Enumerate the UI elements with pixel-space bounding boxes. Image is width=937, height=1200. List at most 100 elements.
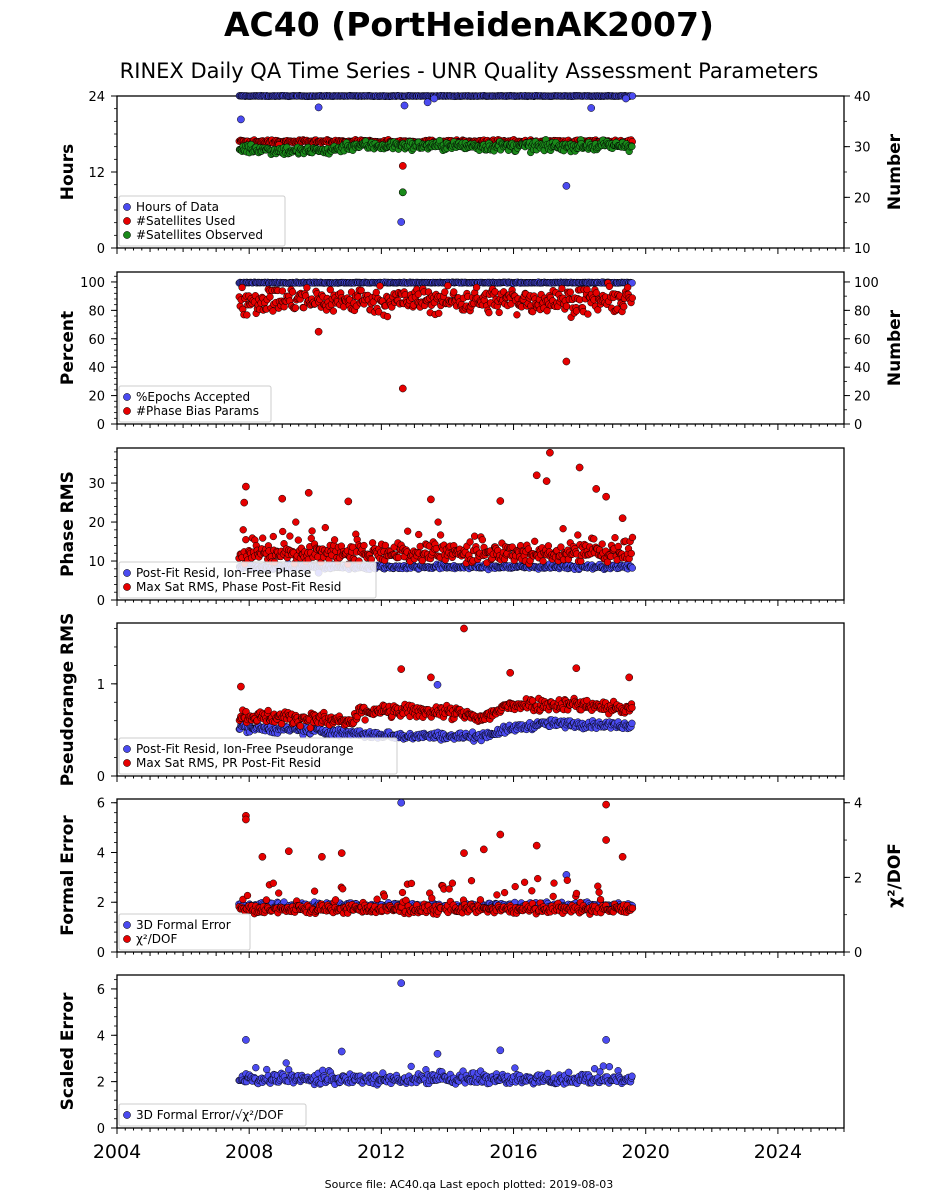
data-point-outlier	[602, 492, 610, 501]
data-point-outlier	[433, 680, 442, 689]
data-point-outlier	[242, 482, 250, 491]
data-point-outlier	[278, 494, 287, 503]
data-point	[407, 879, 416, 888]
data-point-outlier	[460, 624, 468, 633]
y-right-tick-label: 40	[854, 90, 871, 105]
y-axis-label: Hours	[58, 144, 78, 201]
data-point	[331, 896, 340, 904]
data-point	[434, 518, 442, 526]
data-point-outlier	[532, 471, 541, 480]
data-point	[310, 887, 319, 895]
data-point	[628, 704, 636, 712]
data-point	[291, 304, 300, 312]
series-3	[235, 136, 636, 197]
data-point	[436, 531, 445, 539]
data-point	[418, 556, 426, 565]
legend-box	[118, 561, 377, 599]
y-right-tick-label: 40	[854, 361, 871, 376]
legend-marker	[123, 393, 131, 401]
data-point-outlier	[397, 218, 406, 226]
data-point-outlier	[430, 94, 439, 103]
data-point	[404, 527, 412, 535]
y-tick-label: 10	[88, 555, 105, 570]
data-point	[275, 889, 283, 897]
legend: Post-Fit Resid, Ion-Free PseudorangeMax …	[118, 737, 398, 775]
data-point	[259, 534, 267, 542]
data-point-outlier	[314, 327, 323, 336]
data-point	[628, 142, 636, 151]
data-point-outlier	[542, 477, 551, 485]
data-point-outlier	[344, 497, 353, 506]
y-axis-label: Pseudorange RMS	[58, 613, 78, 787]
data-point	[614, 542, 622, 551]
data-point	[269, 532, 277, 541]
legend-label: #Satellites Observed	[136, 228, 263, 242]
y-tick-label: 20	[88, 516, 105, 531]
y-tick-label: 24	[88, 90, 105, 105]
data-point-outlier	[572, 664, 581, 673]
y-right-axis-label: Number	[885, 133, 905, 210]
data-point	[485, 309, 493, 317]
data-point	[628, 564, 636, 572]
data-point-outlier	[398, 384, 407, 393]
series-2	[235, 624, 636, 732]
data-point	[531, 537, 539, 545]
data-point-outlier	[427, 495, 435, 504]
y-right-tick-label: 0	[854, 418, 862, 433]
data-point	[574, 531, 582, 539]
data-point-outlier	[592, 485, 601, 493]
y-right-tick-label: 20	[854, 390, 871, 405]
legend-marker	[123, 407, 131, 415]
data-point-outlier	[496, 497, 505, 505]
series-2	[235, 800, 637, 918]
data-point-outlier	[625, 673, 634, 682]
data-point	[450, 288, 458, 296]
data-point	[628, 294, 636, 302]
y-right-tick-label: 80	[854, 304, 871, 319]
legend-label: #Phase Bias Params	[136, 404, 259, 418]
data-point	[590, 535, 598, 543]
data-point	[339, 885, 347, 893]
data-point	[330, 536, 339, 544]
data-point-outlier	[587, 104, 596, 112]
data-point	[360, 541, 368, 550]
points	[235, 278, 636, 393]
legend-label: Max Sat RMS, PR Post-Fit Resid	[136, 756, 321, 770]
legend-box	[118, 385, 272, 423]
data-point	[376, 282, 384, 290]
data-point	[357, 286, 365, 295]
data-point	[308, 527, 316, 535]
data-point	[611, 534, 619, 542]
legend-label: #Satellites Used	[136, 214, 235, 228]
data-point	[513, 311, 521, 319]
data-point	[296, 722, 304, 730]
series-2	[235, 279, 636, 393]
data-point	[566, 288, 574, 296]
points	[235, 798, 637, 918]
data-point	[262, 896, 271, 904]
y-right-tick-label: 20	[854, 191, 871, 206]
data-point	[466, 538, 474, 546]
data-point-outlier	[237, 115, 245, 124]
y-tick-label: 0	[97, 418, 105, 433]
data-point	[441, 288, 449, 296]
data-point	[628, 719, 636, 727]
data-point	[279, 527, 287, 536]
data-point	[372, 288, 380, 297]
data-point	[603, 558, 612, 566]
data-point	[307, 534, 315, 543]
data-point-outlier	[240, 498, 249, 507]
series-2	[235, 448, 637, 568]
y-tick-label: 100	[80, 276, 105, 291]
legend-label: Post-Fit Resid, Ion-Free Phase	[136, 566, 311, 580]
chart-title: AC40 (PortHeidenAK2007)	[224, 5, 714, 44]
y-tick-label: 40	[88, 361, 105, 376]
data-point-outlier	[575, 463, 584, 472]
data-point	[239, 526, 247, 534]
data-point	[375, 308, 383, 316]
legend-marker	[123, 203, 131, 211]
data-point	[598, 540, 606, 548]
